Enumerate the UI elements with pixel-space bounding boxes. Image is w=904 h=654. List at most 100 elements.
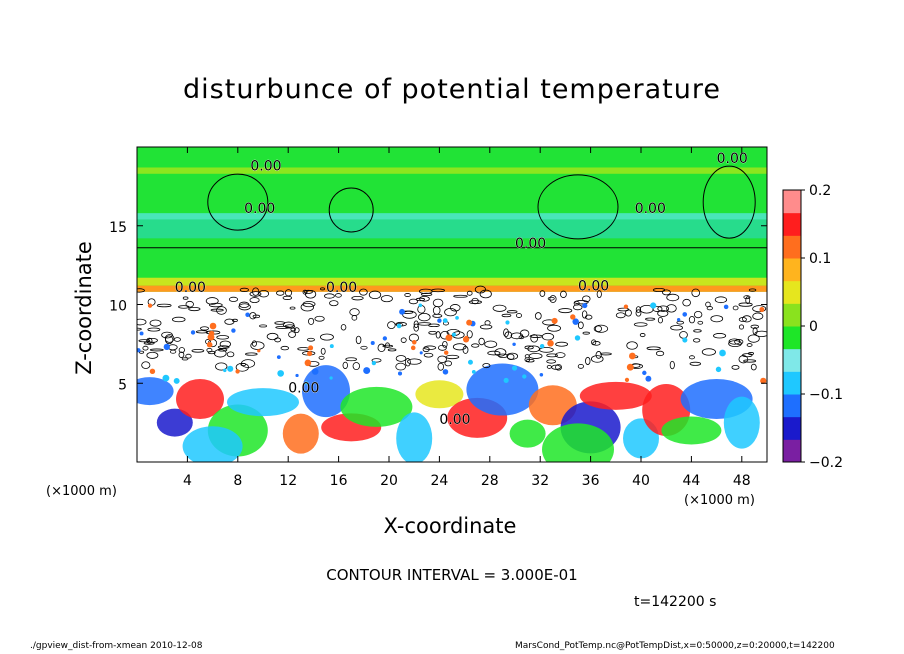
contour-line bbox=[169, 349, 177, 354]
contour-line bbox=[478, 337, 485, 346]
contour-line bbox=[479, 324, 493, 330]
field-blob bbox=[137, 377, 174, 406]
contour-line bbox=[404, 293, 411, 297]
contour-line bbox=[442, 340, 448, 348]
contour-line bbox=[195, 330, 209, 334]
contour-line bbox=[345, 357, 358, 362]
contour-line bbox=[555, 352, 566, 358]
field-speck bbox=[642, 370, 647, 376]
contour-line bbox=[215, 362, 228, 371]
field-blob bbox=[579, 381, 652, 410]
contour-line bbox=[546, 359, 557, 364]
contour-line bbox=[466, 290, 473, 296]
contour-line bbox=[549, 295, 557, 303]
contour-line bbox=[581, 310, 588, 319]
x-tick-label: 24 bbox=[430, 473, 448, 489]
contour-line bbox=[138, 339, 151, 343]
contour-line bbox=[300, 302, 315, 312]
contour-line bbox=[303, 289, 313, 294]
field-band-light-teal bbox=[137, 213, 767, 220]
contour-line bbox=[639, 304, 654, 314]
contour-line bbox=[178, 347, 186, 353]
contour-line bbox=[506, 310, 518, 314]
colorbar-tick-label: −0.1 bbox=[809, 387, 843, 403]
field-speck bbox=[307, 350, 313, 357]
contour-line bbox=[146, 337, 153, 344]
field-blob bbox=[661, 416, 722, 445]
contour-line bbox=[537, 174, 619, 240]
field-speck bbox=[623, 304, 629, 309]
contour-line bbox=[743, 295, 751, 300]
field-speck bbox=[162, 374, 170, 382]
x-axis-unit-label: (×1000 m) bbox=[684, 493, 755, 508]
contour-line bbox=[250, 341, 265, 350]
field-speck bbox=[723, 304, 729, 310]
contour-line bbox=[750, 324, 759, 329]
contour-line bbox=[555, 341, 569, 347]
contour-line bbox=[539, 290, 546, 297]
colorbar-segment bbox=[783, 190, 801, 214]
contour-line bbox=[487, 350, 501, 356]
contour-line bbox=[342, 361, 348, 369]
field-speck bbox=[676, 318, 681, 322]
contour-line bbox=[293, 327, 300, 334]
field-speck bbox=[551, 317, 558, 324]
contour-line bbox=[320, 333, 334, 341]
field-speck bbox=[626, 363, 634, 371]
field-speck bbox=[512, 342, 516, 347]
contour-line bbox=[445, 354, 460, 360]
contour-line bbox=[340, 324, 347, 331]
colorbar-segment bbox=[783, 303, 801, 327]
contour-line bbox=[407, 358, 422, 365]
contour-line bbox=[308, 317, 315, 325]
contour-label: 0.00 bbox=[439, 412, 470, 428]
field-speck bbox=[719, 349, 726, 357]
contour-line bbox=[314, 315, 325, 322]
field-speck bbox=[539, 343, 545, 349]
contour-line bbox=[437, 355, 447, 364]
colorbar-tick-label: 0 bbox=[809, 319, 818, 335]
contour-line bbox=[216, 335, 230, 340]
contour-line bbox=[615, 312, 626, 319]
x-tick-label: 12 bbox=[279, 473, 297, 489]
contour-line bbox=[238, 303, 251, 311]
contour-line bbox=[205, 297, 219, 305]
contour-line bbox=[596, 290, 602, 299]
contour-interval-text: CONTOUR INTERVAL = 3.000E-01 bbox=[326, 566, 578, 584]
contour-line bbox=[728, 338, 741, 345]
colorbar-segment bbox=[783, 212, 801, 236]
x-tick-label: 28 bbox=[481, 473, 499, 489]
contour-line bbox=[633, 322, 648, 327]
x-tick-label: 32 bbox=[531, 473, 549, 489]
field-speck bbox=[410, 345, 416, 351]
time-stamp-text: t=142200 s bbox=[634, 594, 717, 610]
contour-line bbox=[181, 357, 189, 361]
field-speck bbox=[223, 368, 227, 373]
colorbar-tick-label: 0.2 bbox=[809, 183, 831, 199]
contour-line bbox=[752, 305, 767, 313]
field-speck bbox=[206, 341, 213, 348]
field-speck bbox=[645, 375, 652, 382]
contour-line bbox=[738, 302, 753, 307]
contour-line bbox=[335, 293, 342, 298]
contour-line bbox=[635, 309, 642, 317]
contour-line bbox=[524, 345, 534, 350]
field-speck bbox=[628, 352, 636, 360]
contour-line bbox=[661, 289, 671, 296]
x-tick-label: 4 bbox=[183, 473, 192, 489]
contour-line bbox=[471, 343, 480, 348]
field-band-orange bbox=[137, 285, 767, 292]
contour-line bbox=[387, 321, 396, 330]
contour-line bbox=[138, 350, 145, 354]
field-band-yellow bbox=[137, 277, 767, 286]
field-speck bbox=[209, 322, 217, 330]
contour-line bbox=[182, 296, 189, 300]
contour-line bbox=[555, 364, 562, 371]
contour-line bbox=[547, 296, 555, 301]
field-blob bbox=[282, 413, 319, 454]
contour-line bbox=[437, 362, 445, 371]
contour-line bbox=[207, 173, 269, 231]
contour-line bbox=[519, 329, 530, 338]
contour-line bbox=[666, 293, 680, 302]
contour-line bbox=[750, 363, 757, 371]
